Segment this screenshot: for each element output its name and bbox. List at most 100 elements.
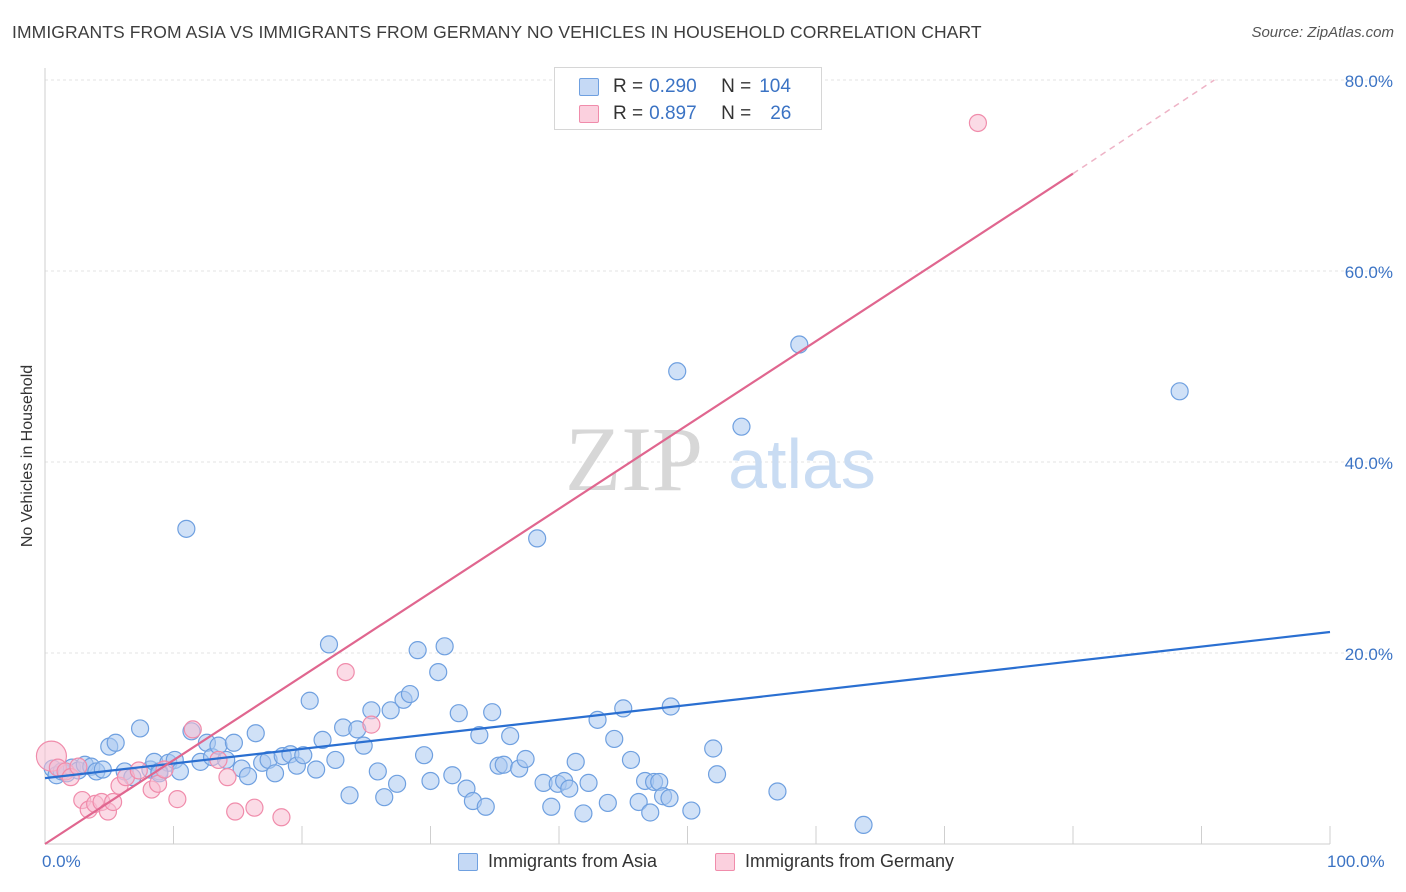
y-tick-labels: 20.0% 40.0% 60.0% 80.0%: [1345, 72, 1393, 664]
asia-point: [574, 804, 593, 823]
germany-point: [362, 715, 381, 734]
germany-point: [336, 662, 355, 682]
asia-point: [449, 704, 468, 723]
source-label: Source: ZipAtlas.com: [1251, 24, 1394, 41]
asia-point: [443, 766, 462, 785]
asia-point: [476, 797, 495, 816]
stats-legend-row-asia: R = 0.290 N = 104: [579, 75, 791, 99]
germany-trendline-extension: [1072, 79, 1215, 175]
bottom-legend-asia-label: Immigrants from Asia: [488, 851, 658, 871]
asia-point: [368, 762, 387, 781]
asia-point: [768, 782, 787, 801]
asia-n-label: N =: [721, 76, 752, 97]
axes: [44, 68, 1331, 845]
asia-point: [435, 637, 454, 656]
germany-swatch: [579, 105, 599, 123]
bottom-legend-germany: Immigrants from Germany: [715, 851, 954, 872]
germany-point: [226, 802, 245, 821]
y-tick-label-20: 20.0%: [1345, 645, 1393, 664]
chart-title: IMMIGRANTS FROM ASIA VS IMMIGRANTS FROM …: [12, 22, 982, 42]
y-tick-label-80: 80.0%: [1345, 72, 1393, 91]
asia-point: [414, 746, 434, 765]
asia-point: [621, 750, 641, 770]
asia-point: [579, 773, 598, 792]
bottom-legend-asia: Immigrants from Asia: [458, 851, 657, 872]
asia-point: [682, 801, 701, 820]
asia-point: [668, 362, 687, 381]
asia-point: [421, 771, 440, 791]
asia-point: [429, 662, 448, 682]
asia-point: [641, 803, 660, 822]
germany-point: [183, 720, 202, 739]
asia-r-label: R =: [613, 76, 644, 97]
asia-point: [340, 786, 359, 805]
asia-point: [246, 724, 265, 743]
asia-trendline: [44, 630, 1331, 780]
asia-point: [224, 733, 243, 752]
asia-point: [707, 765, 727, 784]
asia-point: [1170, 382, 1189, 401]
asia-point: [566, 752, 585, 771]
asia-point: [375, 788, 394, 807]
x-tick-label-min: 0.0%: [42, 852, 81, 871]
asia-point: [704, 739, 723, 758]
asia-point: [387, 774, 407, 793]
asia-point: [732, 417, 751, 436]
asia-point: [560, 779, 579, 798]
asia-point: [598, 793, 617, 813]
asia-point: [400, 684, 420, 704]
asia-point: [470, 726, 489, 745]
asia-point: [483, 703, 502, 722]
x-tick-label-max: 100.0%: [1327, 852, 1385, 871]
asia-point: [605, 729, 624, 749]
asia-point: [106, 733, 125, 752]
asia-point: [381, 701, 400, 720]
series-germany-points: [35, 113, 988, 827]
gridlines: [45, 79, 1390, 654]
y-tick-label-60: 60.0%: [1345, 263, 1393, 282]
stats-legend: R = 0.290 N = 104 R = 0.897 N = 26: [554, 67, 822, 130]
asia-point: [170, 762, 190, 781]
bottom-legend-germany-swatch: [715, 852, 735, 871]
asia-point: [528, 529, 547, 548]
asia-point: [854, 815, 873, 835]
asia-point: [238, 767, 258, 786]
germany-trendline: [44, 172, 1074, 845]
asia-point: [354, 736, 373, 755]
asia-point: [542, 797, 561, 816]
germany-point: [168, 790, 187, 809]
asia-point: [494, 755, 513, 774]
asia-point: [408, 641, 427, 660]
stats-legend-row-germany: R = 0.897 N = 26: [579, 102, 791, 126]
asia-point: [629, 792, 648, 812]
germany-point: [245, 798, 264, 817]
asia-point: [614, 699, 633, 718]
asia-point: [294, 746, 313, 765]
bottom-legend-asia-swatch: [458, 852, 478, 871]
asia-point: [177, 519, 196, 538]
watermark-atlas: atlas: [728, 425, 876, 503]
asia-r-value: 0.290: [649, 76, 697, 97]
germany-n-label: N =: [721, 103, 752, 124]
asia-point: [326, 750, 345, 770]
germany-point: [272, 808, 291, 827]
asia-point: [265, 764, 285, 783]
asia-point: [501, 726, 520, 746]
asia-n-value: 104: [759, 76, 791, 97]
germany-n-value: 26: [770, 103, 792, 124]
watermark: ZIP atlas: [565, 408, 876, 510]
asia-point: [300, 691, 319, 710]
asia-point: [130, 719, 150, 738]
germany-point: [129, 761, 148, 780]
bottom-legend-germany-label: Immigrants from Germany: [745, 851, 955, 871]
germany-r-value: 0.897: [649, 103, 697, 124]
germany-point: [968, 113, 988, 133]
asia-point: [319, 635, 339, 654]
y-tick-label-40: 40.0%: [1345, 454, 1393, 473]
asia-point: [93, 760, 112, 779]
asia-point: [307, 760, 326, 779]
asia-swatch: [579, 78, 599, 96]
germany-r-label: R =: [613, 103, 644, 124]
germany-point: [218, 768, 237, 787]
